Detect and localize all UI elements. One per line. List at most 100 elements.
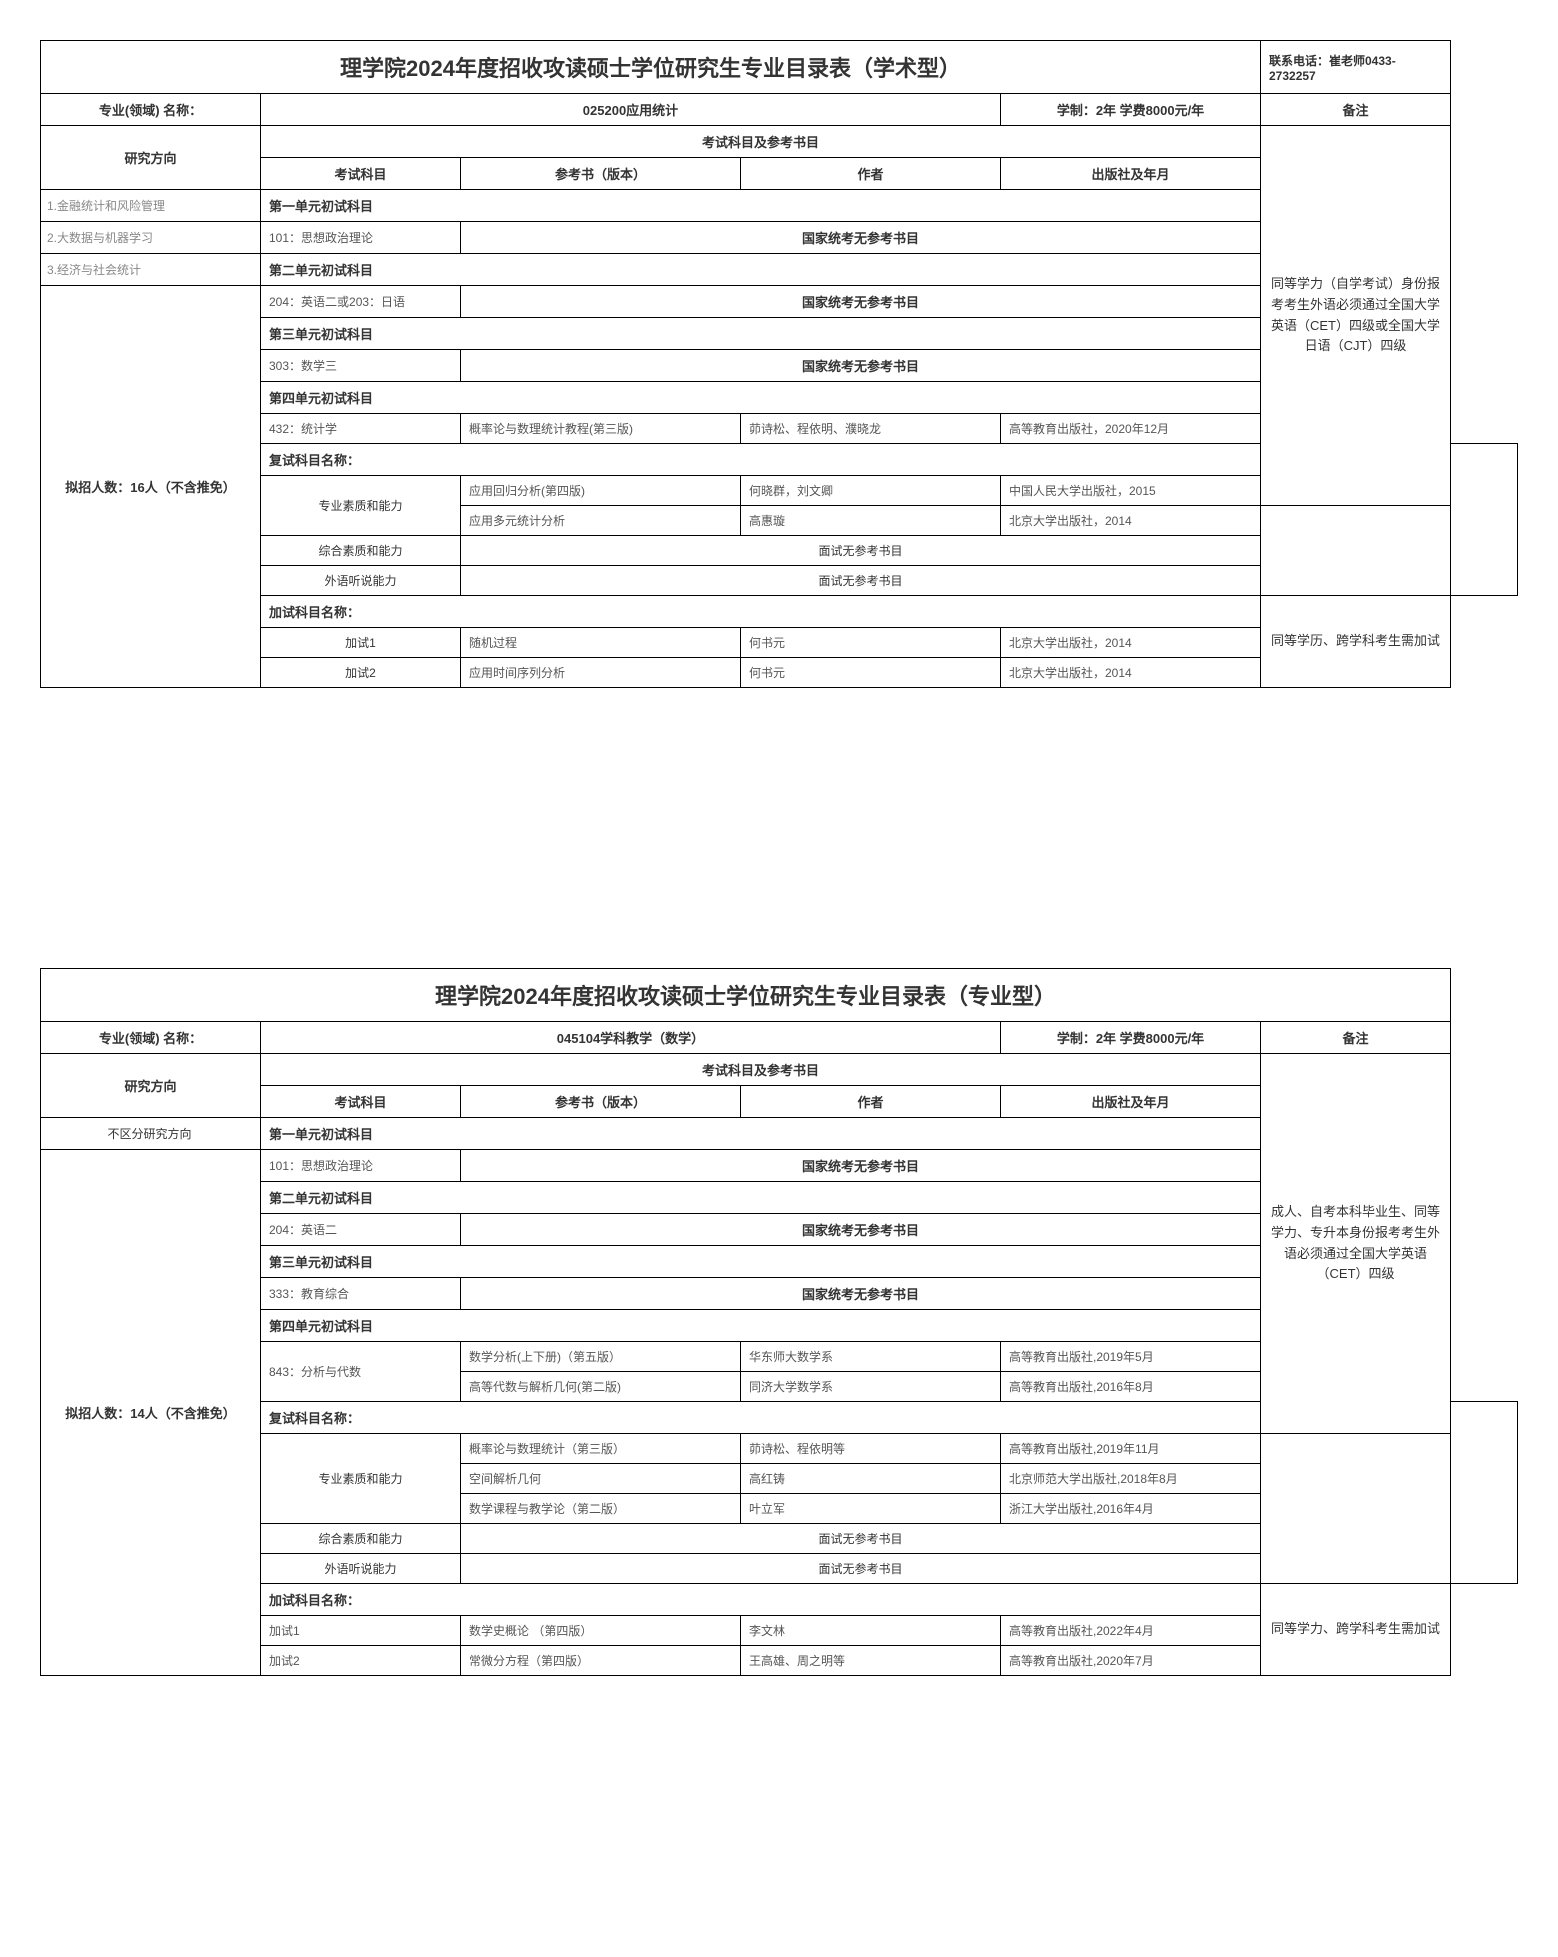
retest1a-pub-2: 高等教育出版社,2019年11月	[1001, 1434, 1261, 1464]
retest1-subject: 专业素质和能力	[261, 476, 461, 536]
unit4b-pub-2: 高等教育出版社,2016年8月	[1001, 1372, 1261, 1402]
col-subject: 考试科目	[261, 158, 461, 190]
note-blank-2	[1451, 1402, 1518, 1584]
major-value-2: 045104学科教学（数学）	[261, 1022, 1001, 1054]
unit4-book: 概率论与数理统计教程(第三版)	[461, 414, 741, 444]
exam-group-label: 考试科目及参考书目	[261, 126, 1261, 158]
unit4a-pub-2: 高等教育出版社,2019年5月	[1001, 1342, 1261, 1372]
major-label: 专业(领域) 名称：	[41, 94, 261, 126]
retest1b-author-2: 高红铸	[741, 1464, 1001, 1494]
unit1-subject: 101：思想政治理论	[261, 222, 461, 254]
unit3-subject-2: 333：教育综合	[261, 1278, 461, 1310]
extra1-book-2: 数学史概论 （第四版）	[461, 1616, 741, 1646]
retest1a-book: 应用回归分析(第四版)	[461, 476, 741, 506]
unit1-subject-2: 101：思想政治理论	[261, 1150, 461, 1182]
retest2-note-2: 面试无参考书目	[461, 1524, 1261, 1554]
retest2-subject-2: 综合素质和能力	[261, 1524, 461, 1554]
retest1c-author-2: 叶立军	[741, 1494, 1001, 1524]
note2-t2: 同等学力、跨学科考生需加试	[1261, 1584, 1451, 1676]
note2: 同等学历、跨学科考生需加试	[1261, 596, 1451, 688]
remark-label: 备注	[1261, 94, 1451, 126]
retest1a-author: 何晓群，刘文卿	[741, 476, 1001, 506]
exam-group-label-2: 考试科目及参考书目	[261, 1054, 1261, 1086]
direction-t2: 不区分研究方向	[41, 1118, 261, 1150]
unit4-label: 第四单元初试科目	[261, 382, 1261, 414]
col-publisher-2: 出版社及年月	[1001, 1086, 1261, 1118]
extra2-pub-2: 高等教育出版社,2020年7月	[1001, 1646, 1261, 1676]
extra2-book: 应用时间序列分析	[461, 658, 741, 688]
direction-2: 2.大数据与机器学习	[41, 222, 261, 254]
retest1c-book-2: 数学课程与教学论（第二版）	[461, 1494, 741, 1524]
unit2-label-2: 第二单元初试科目	[261, 1182, 1261, 1214]
retest-label-2: 复试科目名称：	[261, 1402, 1261, 1434]
extra1-subject-2: 加试1	[261, 1616, 461, 1646]
retest1b-book: 应用多元统计分析	[461, 506, 741, 536]
major-value: 025200应用统计	[261, 94, 1001, 126]
retest2-note: 面试无参考书目	[461, 536, 1261, 566]
plan-count: 拟招人数：16人（不含推免）	[41, 286, 261, 688]
unit4-subject-2: 843：分析与代数	[261, 1342, 461, 1402]
unit4-pub: 高等教育出版社，2020年12月	[1001, 414, 1261, 444]
unit3-subject: 303：数学三	[261, 350, 461, 382]
retest3-subject: 外语听说能力	[261, 566, 461, 596]
retest3-subject-2: 外语听说能力	[261, 1554, 461, 1584]
catalog-table-academic: 理学院2024年度招收攻读硕士学位研究生专业目录表（学术型） 联系电话：崔老师0…	[40, 40, 1518, 688]
unit4b-author-2: 同济大学数学系	[741, 1372, 1001, 1402]
extra2-author-2: 王高雄、周之明等	[741, 1646, 1001, 1676]
col-author: 作者	[741, 158, 1001, 190]
note1: 同等学力（自学考试）身份报考考生外语必须通过全国大学英语（CET）四级或全国大学…	[1261, 126, 1451, 506]
unit4-label-2: 第四单元初试科目	[261, 1310, 1261, 1342]
extra2-author: 何书元	[741, 658, 1001, 688]
retest2-subject: 综合素质和能力	[261, 536, 461, 566]
retest3-note: 面试无参考书目	[461, 566, 1261, 596]
unit4a-book-2: 数学分析(上下册)（第五版）	[461, 1342, 741, 1372]
unit2-subject-2: 204：英语二	[261, 1214, 461, 1246]
extra1-subject: 加试1	[261, 628, 461, 658]
extra2-subject: 加试2	[261, 658, 461, 688]
unit2-label: 第二单元初试科目	[261, 254, 1261, 286]
direction-label-2: 研究方向	[41, 1054, 261, 1118]
table1-contact: 联系电话：崔老师0433-2732257	[1261, 41, 1451, 94]
note-blank-1	[1451, 444, 1518, 596]
system-label-2: 学制：2年 学费8000元/年	[1001, 1022, 1261, 1054]
extra1-author-2: 李文林	[741, 1616, 1001, 1646]
extra-label: 加试科目名称：	[261, 596, 1261, 628]
retest-label: 复试科目名称：	[261, 444, 1261, 476]
col-subject-2: 考试科目	[261, 1086, 461, 1118]
extra1-pub: 北京大学出版社，2014	[1001, 628, 1261, 658]
unit3-label-2: 第三单元初试科目	[261, 1246, 1261, 1278]
retest1c-pub-2: 浙江大学出版社,2016年4月	[1001, 1494, 1261, 1524]
extra-label-2: 加试科目名称：	[261, 1584, 1261, 1616]
unit4-author: 茆诗松、程依明、濮晓龙	[741, 414, 1001, 444]
retest1b-pub-2: 北京师范大学出版社,2018年8月	[1001, 1464, 1261, 1494]
col-book: 参考书（版本）	[461, 158, 741, 190]
extra2-subject-2: 加试2	[261, 1646, 461, 1676]
unit1-label: 第一单元初试科目	[261, 190, 1261, 222]
retest1b-book-2: 空间解析几何	[461, 1464, 741, 1494]
unit3-note-2: 国家统考无参考书目	[461, 1278, 1261, 1310]
retest3-note-2: 面试无参考书目	[461, 1554, 1261, 1584]
retest1a-author-2: 茆诗松、程依明等	[741, 1434, 1001, 1464]
retest1b-author: 高惠璇	[741, 506, 1001, 536]
retest1a-pub: 中国人民大学出版社，2015	[1001, 476, 1261, 506]
unit4-subject: 432：统计学	[261, 414, 461, 444]
unit2-note-2: 国家统考无参考书目	[461, 1214, 1261, 1246]
unit2-subject: 204：英语二或203：日语	[261, 286, 461, 318]
plan-count-2: 拟招人数：14人（不含推免）	[41, 1150, 261, 1676]
catalog-table-professional: 理学院2024年度招收攻读硕士学位研究生专业目录表（专业型） 专业(领域) 名称…	[40, 968, 1518, 1676]
extra2-book-2: 常微分方程（第四版）	[461, 1646, 741, 1676]
col-book-2: 参考书（版本）	[461, 1086, 741, 1118]
unit3-note: 国家统考无参考书目	[461, 350, 1261, 382]
direction-1: 1.金融统计和风险管理	[41, 190, 261, 222]
col-publisher: 出版社及年月	[1001, 158, 1261, 190]
unit1-label-2: 第一单元初试科目	[261, 1118, 1261, 1150]
retest1a-book-2: 概率论与数理统计（第三版）	[461, 1434, 741, 1464]
extra2-pub: 北京大学出版社，2014	[1001, 658, 1261, 688]
extra1-author: 何书元	[741, 628, 1001, 658]
remark-label-2: 备注	[1261, 1022, 1451, 1054]
unit4a-author-2: 华东师大数学系	[741, 1342, 1001, 1372]
direction-3: 3.经济与社会统计	[41, 254, 261, 286]
note1-t2: 成人、自考本科毕业生、同等学力、专升本身份报考考生外语必须通过全国大学英语（CE…	[1261, 1054, 1451, 1434]
system-label: 学制：2年 学费8000元/年	[1001, 94, 1261, 126]
col-author-2: 作者	[741, 1086, 1001, 1118]
